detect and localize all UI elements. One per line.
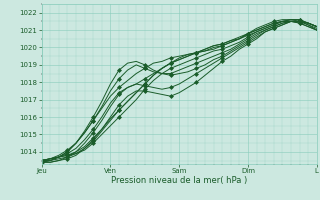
X-axis label: Pression niveau de la mer( hPa ): Pression niveau de la mer( hPa ) [111, 176, 247, 185]
